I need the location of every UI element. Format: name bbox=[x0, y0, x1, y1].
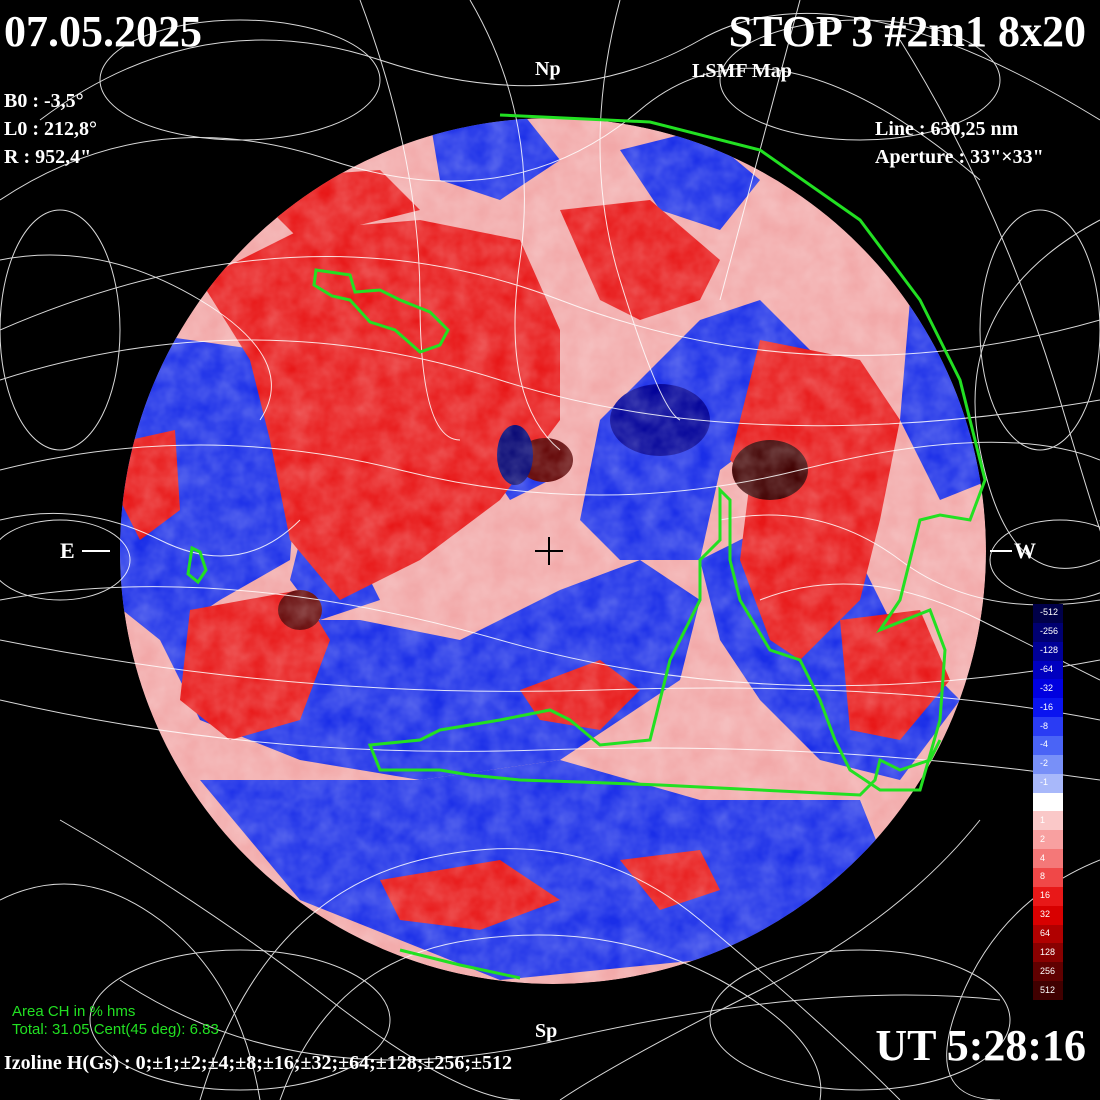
instrument-label: STOP 3 #2m1 8x20 bbox=[728, 7, 1086, 56]
scale-tick-label: 512 bbox=[1040, 984, 1056, 995]
scale-swatch bbox=[1033, 905, 1063, 926]
pole-south-label: Sp bbox=[535, 1020, 558, 1042]
scale-tick-label: -64 bbox=[1040, 664, 1054, 674]
scale-tick-label: -256 bbox=[1040, 626, 1059, 637]
map-title: LSMF Map bbox=[692, 60, 792, 82]
scale-swatch bbox=[1033, 717, 1063, 737]
scale-tick-label: -16 bbox=[1040, 701, 1054, 712]
scale-tick-label: 2 bbox=[1040, 833, 1046, 844]
scale-swatch bbox=[1033, 679, 1063, 699]
scale-tick-label: 64 bbox=[1040, 928, 1051, 938]
ut-time-label: UT 5:28:16 bbox=[875, 1021, 1086, 1070]
pole-north-label: Np bbox=[535, 58, 561, 80]
l0-label: L0 : 212,8° bbox=[4, 118, 97, 140]
east-label: E bbox=[60, 538, 75, 563]
date-label: 07.05.2025 bbox=[4, 7, 202, 56]
ch-area-values: Total: 31.05 Cent(45 deg): 6.83 bbox=[12, 1021, 219, 1038]
coronal-hole-outlines bbox=[186, 113, 987, 980]
scale-swatch bbox=[1033, 604, 1063, 624]
scale-tick-label: 256 bbox=[1040, 965, 1056, 976]
scale-tick-label: 128 bbox=[1040, 946, 1056, 957]
scale-swatch bbox=[1033, 981, 1063, 1001]
scale-swatch bbox=[1033, 622, 1063, 643]
scale-swatch bbox=[1033, 660, 1063, 680]
aperture-label: Aperture : 33"×33" bbox=[875, 146, 1044, 168]
west-label: W bbox=[1014, 538, 1036, 563]
b0-label: B0 : -3,5° bbox=[4, 90, 84, 112]
scale-tick-label: -8 bbox=[1040, 720, 1049, 731]
disk-center-cross bbox=[535, 537, 563, 565]
scale-swatch bbox=[1033, 868, 1063, 888]
ch-area-title: Area CH in % hms bbox=[12, 1003, 136, 1020]
scale-swatch bbox=[1033, 641, 1063, 662]
scale-swatch bbox=[1033, 811, 1063, 831]
scale-tick-label: -128 bbox=[1040, 645, 1059, 656]
color-scale-bar bbox=[1033, 604, 1063, 1001]
scale-tick-label: 16 bbox=[1040, 890, 1051, 901]
scale-swatch bbox=[1033, 698, 1063, 718]
scale-tick-label: 8 bbox=[1040, 871, 1046, 882]
scale-swatch bbox=[1033, 886, 1063, 907]
scale-tick-label: -1 bbox=[1040, 777, 1049, 788]
scale-swatch bbox=[1033, 792, 1063, 812]
line-label: Line : 630,25 nm bbox=[875, 118, 1019, 140]
scale-swatch bbox=[1033, 773, 1063, 794]
izoline-label: Izoline H(Gs) : 0;±1;±2;±4;±8;±16;±32;±6… bbox=[4, 1052, 513, 1074]
solar-disk bbox=[120, 118, 986, 984]
scale-tick-label: 4 bbox=[1040, 852, 1046, 863]
scale-swatch bbox=[1033, 943, 1063, 963]
scale-swatch bbox=[1033, 754, 1063, 775]
scale-tick-label: 0 bbox=[1040, 796, 1046, 806]
radius-label: R : 952,4" bbox=[4, 146, 92, 168]
scale-tick-label: -4 bbox=[1040, 739, 1049, 750]
scale-tick-label: -32 bbox=[1040, 682, 1054, 693]
scale-swatch bbox=[1033, 924, 1063, 944]
scale-tick-label: -2 bbox=[1040, 758, 1049, 769]
scale-swatch bbox=[1033, 962, 1063, 982]
scale-swatch bbox=[1033, 830, 1063, 850]
scale-tick-label: -512 bbox=[1040, 607, 1059, 618]
scale-tick-label: 32 bbox=[1040, 909, 1051, 920]
scale-swatch bbox=[1033, 736, 1063, 756]
scale-tick-label: 1 bbox=[1040, 814, 1046, 825]
scale-swatch bbox=[1033, 849, 1063, 869]
